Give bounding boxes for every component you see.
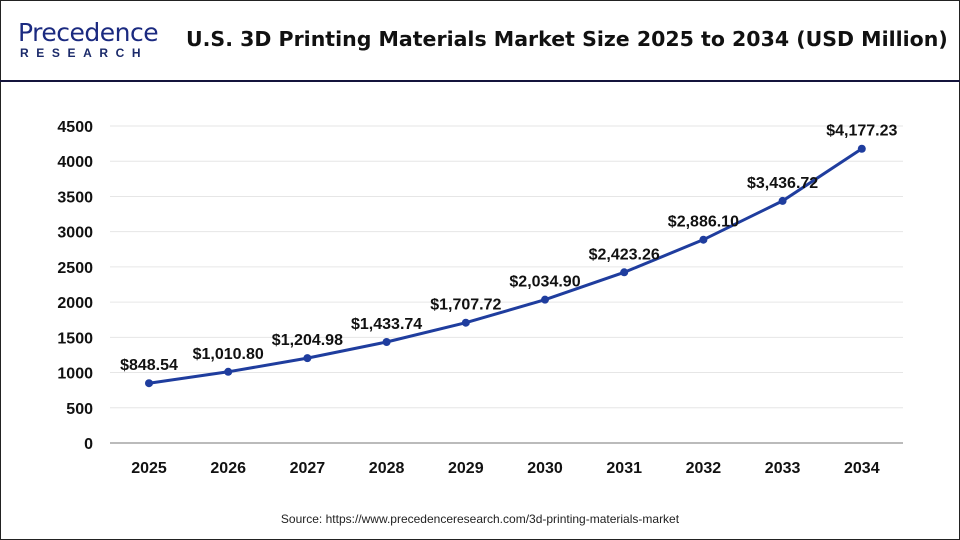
data-label: $2,423.26 (589, 246, 660, 263)
data-point (224, 367, 233, 376)
y-tick-label: 2000 (57, 295, 93, 312)
x-tick-label: 2025 (131, 460, 167, 477)
y-tick-label: 4000 (57, 154, 93, 171)
x-tick-label: 2034 (844, 460, 880, 477)
data-label: $1,204.98 (272, 332, 343, 349)
series-line (148, 147, 863, 385)
x-tick-label: 2030 (527, 460, 563, 477)
x-tick-label: 2032 (686, 460, 722, 477)
logo-subtitle: RESEARCH (20, 46, 149, 60)
data-point (541, 295, 549, 304)
x-tick-label: 2028 (369, 460, 405, 477)
header: Precedence RESEARCH U.S. 3D Printing Mat… (0, 0, 960, 82)
data-point (303, 354, 312, 363)
y-tick-label: 3500 (57, 189, 93, 206)
data-label: $2,886.10 (668, 214, 739, 231)
data-point (620, 268, 629, 277)
y-tick-label: 1000 (57, 366, 93, 383)
y-tick-label: 2500 (57, 260, 93, 277)
y-tick-label: 1500 (57, 330, 93, 347)
x-tick-label: 2031 (606, 460, 642, 477)
data-label: $3,436.72 (747, 175, 818, 192)
data-label: $2,034.90 (509, 274, 580, 291)
data-label: $848.54 (120, 357, 178, 374)
y-tick-label: 3000 (57, 225, 93, 242)
data-label: $1,010.80 (193, 346, 264, 363)
x-tick-label: 2026 (210, 460, 246, 477)
data-label: $4,177.23 (826, 123, 897, 140)
data-label: $1,433.74 (351, 316, 422, 333)
y-tick-label: 0 (84, 436, 93, 453)
precedence-research-logo: Precedence RESEARCH (18, 18, 159, 62)
logo-wordmark: Precedence (18, 18, 159, 47)
data-point (145, 379, 153, 388)
data-label: $1,707.72 (430, 297, 501, 314)
source-note: Source: https://www.precedenceresearch.c… (280, 512, 680, 526)
data-point (699, 235, 708, 244)
x-tick-label: 2033 (765, 460, 801, 477)
y-tick-label: 500 (66, 401, 93, 418)
chart-title: U.S. 3D Printing Materials Market Size 2… (186, 27, 948, 51)
x-tick-label: 2029 (448, 460, 484, 477)
data-point (778, 196, 787, 205)
x-tick-label: 2027 (290, 460, 326, 477)
data-point (857, 144, 866, 153)
data-point (382, 338, 391, 347)
y-tick-label: 4500 (57, 119, 93, 136)
data-point (461, 318, 470, 327)
